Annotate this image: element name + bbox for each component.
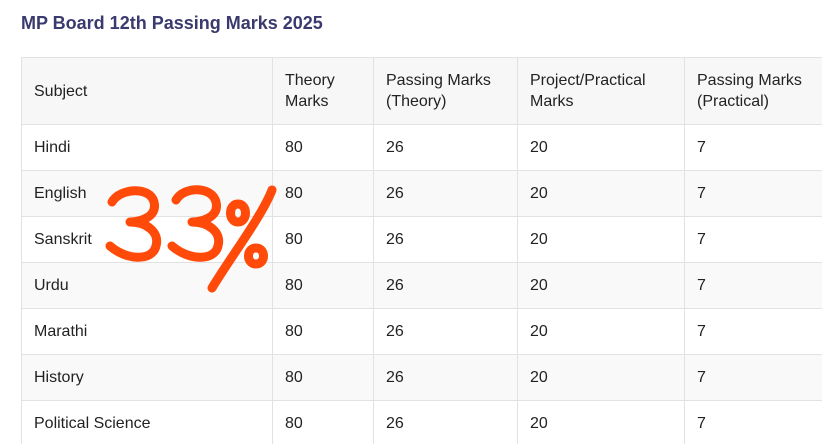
- cell-passing-practical: 7: [684, 216, 822, 263]
- cell-theory: 80: [272, 124, 374, 171]
- cell-practical: 20: [517, 308, 685, 355]
- table-row: Urdu 80 26 20 7: [21, 262, 822, 309]
- cell-practical: 20: [517, 124, 685, 171]
- cell-subject: History: [21, 354, 273, 401]
- passing-marks-table: Subject Theory Marks Passing Marks (Theory…: [21, 57, 822, 444]
- table-row: Political Science 80 26 20 7: [21, 400, 822, 444]
- header-subject: Subject: [21, 57, 273, 125]
- cell-practical: 20: [517, 216, 685, 263]
- cell-passing-practical: 7: [684, 354, 822, 401]
- cell-theory: 80: [272, 354, 374, 401]
- cell-practical: 20: [517, 262, 685, 309]
- cell-passing-theory: 26: [373, 216, 518, 263]
- header-project-practical: Project/Practical Marks: [517, 57, 685, 125]
- cell-passing-theory: 26: [373, 308, 518, 355]
- header-passing-theory: Passing Marks (Theory): [373, 57, 518, 125]
- cell-passing-theory: 26: [373, 262, 518, 309]
- cell-passing-practical: 7: [684, 308, 822, 355]
- cell-passing-practical: 7: [684, 170, 822, 217]
- cell-theory: 80: [272, 400, 374, 444]
- cell-theory: 80: [272, 170, 374, 217]
- cell-theory: 80: [272, 216, 374, 263]
- table-row: Marathi 80 26 20 7: [21, 308, 822, 355]
- cell-passing-theory: 26: [373, 170, 518, 217]
- cell-passing-practical: 7: [684, 124, 822, 171]
- cell-passing-theory: 26: [373, 354, 518, 401]
- cell-practical: 20: [517, 170, 685, 217]
- cell-practical: 20: [517, 354, 685, 401]
- table-header-row: Subject Theory Marks Passing Marks (Theory…: [21, 57, 822, 125]
- cell-theory: 80: [272, 262, 374, 309]
- cell-subject: Marathi: [21, 308, 273, 355]
- cell-subject: Urdu: [21, 262, 273, 309]
- header-theory-marks: Theory Marks: [272, 57, 374, 125]
- cell-passing-practical: 7: [684, 400, 822, 444]
- cell-subject: Sanskrit: [21, 216, 273, 263]
- cell-theory: 80: [272, 308, 374, 355]
- cell-passing-theory: 26: [373, 400, 518, 444]
- cell-subject: English: [21, 170, 273, 217]
- table-row: Hindi 80 26 20 7: [21, 124, 822, 171]
- cell-subject: Hindi: [21, 124, 273, 171]
- table-row: Sanskrit 80 26 20 7: [21, 216, 822, 263]
- table-row: English 80 26 20 7: [21, 170, 822, 217]
- passing-marks-table-container: Subject Theory Marks Passing Marks (Theory…: [21, 57, 822, 444]
- table-row: History 80 26 20 7: [21, 354, 822, 401]
- cell-passing-theory: 26: [373, 124, 518, 171]
- page-title: MP Board 12th Passing Marks 2025: [21, 13, 323, 33]
- cell-practical: 20: [517, 400, 685, 444]
- header-passing-practical: Passing Marks (Practical): [684, 57, 822, 125]
- cell-passing-practical: 7: [684, 262, 822, 309]
- cell-subject: Political Science: [21, 400, 273, 444]
